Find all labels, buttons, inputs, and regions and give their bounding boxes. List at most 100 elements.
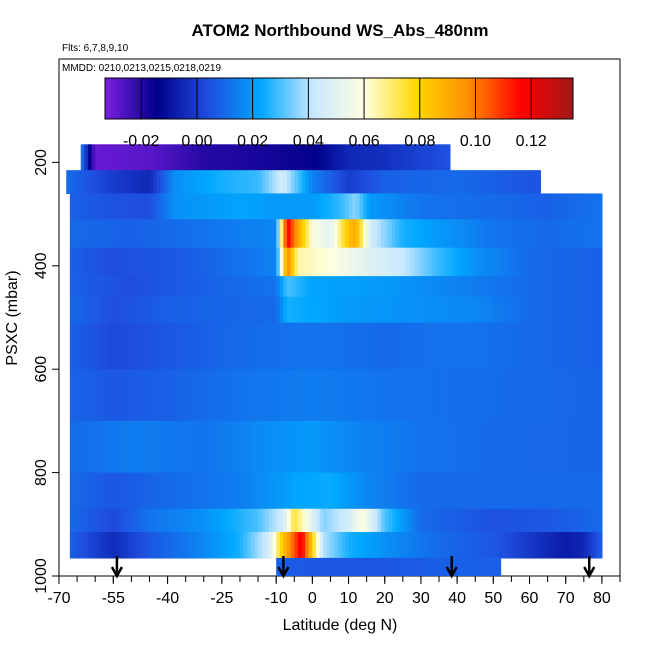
heat-cell — [200, 276, 205, 298]
heat-cell — [308, 369, 313, 422]
heat-cell — [138, 420, 143, 474]
heat-cell — [142, 532, 147, 559]
heat-cell — [127, 144, 132, 171]
heat-cell — [446, 193, 451, 220]
heat-cell — [250, 296, 256, 324]
heat-cell — [381, 532, 386, 559]
heat-cell — [243, 170, 248, 195]
heat-cell — [87, 247, 93, 277]
heat-cell — [464, 420, 469, 474]
y-tick-label: 600 — [33, 356, 50, 383]
x-tick-label: -55 — [102, 590, 125, 607]
heat-cell — [196, 508, 201, 533]
heat-cell — [370, 144, 375, 171]
heat-cell — [471, 472, 476, 510]
heat-cell — [565, 193, 570, 220]
heat-cell — [402, 219, 408, 249]
heat-cell — [185, 170, 190, 195]
heat-cell — [192, 144, 198, 171]
heat-cell — [315, 170, 321, 195]
heat-cell — [258, 322, 263, 370]
heat-cell — [486, 193, 491, 220]
heat-cell — [279, 276, 284, 298]
heat-cell — [334, 472, 339, 510]
heat-cell — [431, 369, 437, 422]
heat-cell — [109, 170, 114, 195]
heat-cell — [279, 369, 284, 422]
heat-cell — [435, 144, 440, 171]
heat-cell — [207, 322, 212, 370]
heat-cell — [598, 219, 603, 249]
heat-cell — [402, 247, 408, 277]
heat-cell — [276, 322, 281, 370]
heat-cell — [218, 420, 223, 474]
heat-cell — [160, 296, 165, 324]
heat-cell — [395, 144, 400, 171]
heat-cell — [373, 144, 379, 171]
heat-cell — [301, 322, 306, 370]
heat-cell — [200, 247, 205, 277]
heat-cell — [283, 557, 288, 576]
heat-cell — [391, 193, 397, 220]
heat-cell — [591, 247, 596, 277]
heat-cell — [420, 322, 426, 370]
heat-cell — [247, 369, 252, 422]
heat-cell — [388, 532, 393, 559]
heat-cell — [486, 296, 491, 324]
heat-cell — [171, 144, 176, 171]
heat-cell — [113, 193, 118, 220]
heat-cell — [297, 472, 303, 510]
heat-cell — [478, 532, 484, 559]
heat-cell — [323, 508, 328, 533]
heat-cell — [363, 276, 368, 298]
heat-cell — [326, 276, 332, 298]
heat-cell — [428, 296, 433, 324]
heat-cell — [598, 420, 603, 474]
heat-cell — [543, 219, 549, 249]
heat-cell — [355, 144, 361, 171]
heat-cell — [77, 170, 82, 195]
heat-cell — [449, 247, 455, 277]
heat-cell — [522, 369, 527, 422]
heat-cell — [540, 508, 545, 533]
heat-cell — [489, 508, 494, 533]
heat-cell — [533, 276, 538, 298]
heat-cell — [229, 508, 234, 533]
heat-cell — [493, 296, 498, 324]
heat-cell — [131, 472, 136, 510]
heat-cell — [80, 420, 85, 474]
heat-cell — [218, 472, 223, 510]
heat-cell — [467, 557, 473, 576]
heat-cell — [182, 193, 187, 220]
heat-cell — [334, 532, 339, 559]
heat-cell — [167, 369, 172, 422]
heat-cell — [384, 532, 389, 559]
heat-cell — [138, 193, 143, 220]
heat-cell — [572, 369, 578, 422]
heat-cell — [580, 276, 585, 298]
heat-cell — [145, 247, 151, 277]
heat-cell — [518, 508, 523, 533]
heat-cell — [352, 193, 357, 220]
heat-cell — [348, 170, 353, 195]
heat-cell — [178, 369, 183, 422]
heat-cell — [496, 322, 502, 370]
heat-cell — [116, 247, 122, 277]
heat-cell — [334, 322, 339, 370]
heat-cell — [511, 247, 516, 277]
heat-cell — [294, 296, 299, 324]
heat-cell — [91, 369, 96, 422]
heat-cell — [254, 296, 259, 324]
heat-cell — [261, 247, 266, 277]
heat-cell — [207, 508, 212, 533]
heat-cell — [265, 420, 270, 474]
heat-cell — [554, 247, 560, 277]
heat-cell — [475, 532, 480, 559]
heat-cell — [446, 532, 451, 559]
heat-cell — [109, 247, 114, 277]
heat-cell — [218, 247, 223, 277]
heat-cell — [478, 170, 484, 195]
heat-cell — [341, 144, 346, 171]
heat-cell — [543, 420, 549, 474]
heat-cell — [236, 296, 241, 324]
